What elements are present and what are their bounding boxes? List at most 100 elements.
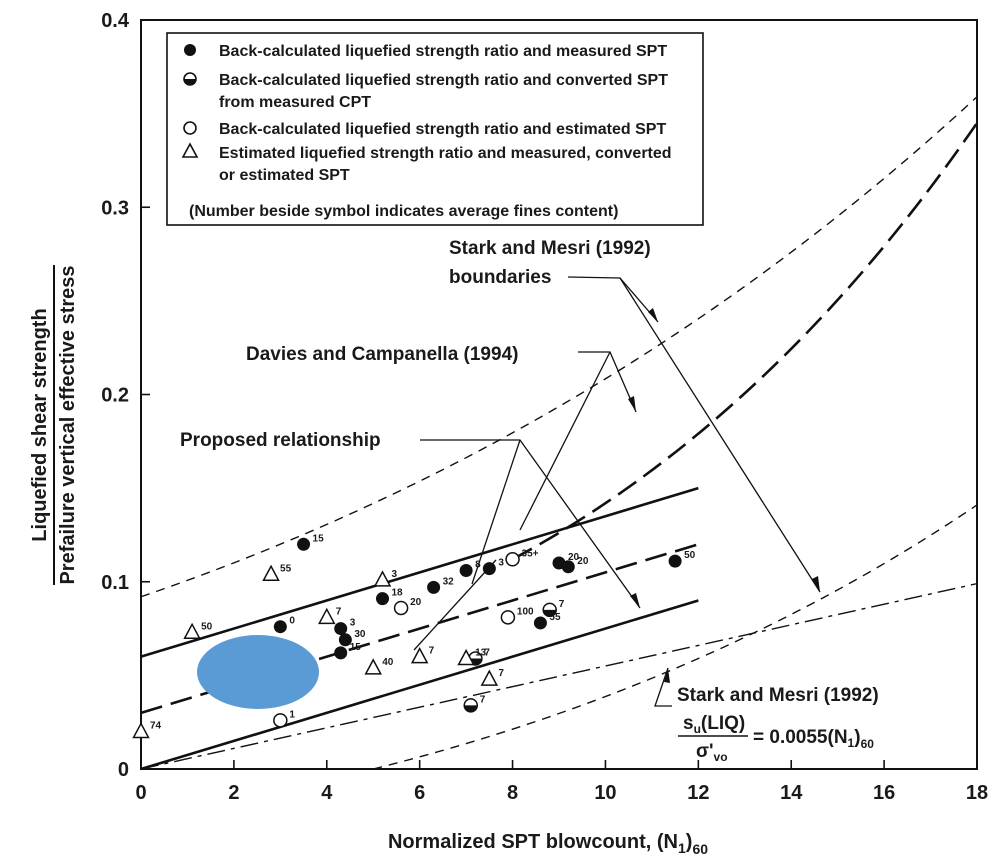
line-dash-4	[373, 504, 978, 770]
legend-marker-open	[183, 121, 197, 135]
filled-circle-label-10: 20	[577, 556, 589, 567]
x-tick-label-2: 4	[321, 782, 333, 804]
legend-marker-half	[183, 72, 197, 86]
stark-eq-rhs-sub2: 60	[861, 737, 875, 751]
triangle-label-5: 7	[429, 646, 435, 657]
filled-circle-label-6: 32	[443, 576, 455, 587]
x-tick-label-1: 2	[228, 782, 239, 804]
leader-stark-eq	[654, 667, 672, 707]
legend-note: (Number beside symbol indicates average …	[189, 203, 618, 220]
annotation-davies: Davies and Campanella (1994)	[246, 344, 518, 365]
arrow-stark-lower	[812, 576, 820, 592]
filled-circle-point-5	[376, 592, 390, 606]
annotation-stark-eq-title: Stark and Mesri (1992)	[677, 685, 879, 706]
annotations: Stark and Mesri (1992) boundaries Davies…	[180, 238, 879, 764]
legend-box	[166, 32, 704, 226]
filled-circle-point-0	[273, 620, 287, 634]
line-solid-0	[140, 486, 699, 658]
triangle-point-1	[183, 622, 201, 640]
open-circle-label-3: 1	[289, 709, 295, 720]
filled-circle-label-0: 0	[289, 616, 295, 627]
triangle-point-7	[480, 669, 499, 686]
half-circle-point-0-fill	[543, 609, 557, 617]
legend-entry-4-line-2: or estimated SPT	[219, 167, 350, 184]
y-tick-label-2: 0.2	[101, 385, 129, 407]
stark-eq-num-end: (LIQ)	[701, 713, 745, 734]
stark-eq-rhs-main: = 0.0055(N	[753, 727, 848, 748]
x-tick-label-9: 18	[966, 782, 988, 804]
legend-entry-3: Back-calculated liquefied strength ratio…	[219, 121, 666, 138]
half-circle-point-2	[463, 698, 479, 713]
x-axis-title-sub: 1	[678, 840, 686, 856]
leader-stark-upper	[567, 276, 659, 323]
x-axis-title-main: Normalized SPT blowcount, (N	[388, 831, 678, 853]
filled-circle-label-2: 3	[350, 618, 356, 629]
line-solid-2	[140, 599, 699, 771]
annotation-stark-boundaries-2: boundaries	[449, 267, 551, 288]
open-circle-label-2: 100	[517, 606, 534, 617]
stark-eq-rhs-sub: 1	[848, 736, 855, 750]
legend-entry-2-line-1: Back-calculated liquefied strength ratio…	[219, 72, 668, 89]
y-tick-label-4: 0.4	[101, 10, 130, 32]
open-circle-point-3	[273, 713, 288, 728]
leader-proposed-2	[471, 439, 521, 585]
line-long-dash-6	[511, 122, 979, 561]
triangle-label-3: 3	[392, 569, 398, 580]
x-tick-label-5: 10	[594, 782, 616, 804]
filled-circle-label-1: 15	[313, 533, 325, 544]
filled-circle-point-1	[297, 537, 311, 551]
legend-marker-filled	[184, 44, 196, 56]
annotation-proposed: Proposed relationship	[180, 430, 381, 451]
stark-eq-num-s: s	[683, 713, 694, 734]
filled-circle-point-4	[334, 646, 348, 660]
filled-circle-point-7	[459, 564, 473, 578]
legend: Back-calculated liquefied strength ratio…	[166, 32, 704, 226]
y-tick-label-1: 0.1	[101, 572, 129, 594]
stark-eq-num-sub: u	[694, 722, 701, 736]
y-axis-title-top: Liquefied shear strength	[29, 308, 51, 541]
stark-eq-den-sigma: σ'	[696, 741, 714, 762]
filled-circle-label-12: 50	[684, 550, 696, 561]
triangle-point-8	[132, 721, 150, 739]
stark-eq-rhs-end: )	[854, 727, 860, 748]
triangle-label-2: 7	[336, 606, 342, 617]
half-circle-point-0	[542, 602, 557, 618]
x-tick-label-8: 16	[873, 782, 895, 804]
open-circle-label-1: 35+	[522, 548, 539, 559]
triangle-point-5	[410, 647, 429, 664]
line-dash-3	[140, 96, 978, 598]
filled-circle-label-9: 20	[568, 552, 580, 563]
arrow-proposed	[630, 593, 640, 608]
stark-eq-denominator: σ'vo	[696, 741, 728, 764]
legend-entry-4-line-1: Estimated liquefied strength ratio and m…	[219, 145, 672, 162]
triangle-point-3	[373, 570, 392, 587]
filled-circle-point-8	[482, 562, 496, 576]
y-tick-label-3: 0.3	[101, 197, 129, 219]
arrow-stark-upper	[648, 308, 658, 322]
triangle-label-7: 7	[498, 668, 504, 679]
x-tick-label-3: 6	[414, 782, 425, 804]
half-circle-label-2: 7	[480, 694, 486, 705]
legend-entry-2-line-2: from measured CPT	[219, 94, 371, 111]
triangle-point-0	[262, 564, 280, 582]
x-tick-label-0: 0	[135, 782, 146, 804]
legend-entry-1: Back-calculated liquefied strength ratio…	[219, 43, 667, 60]
x-tick-label-4: 8	[507, 782, 518, 804]
stark-eq-numerator: su(LIQ)	[683, 713, 745, 736]
filled-circle-point-2	[334, 622, 348, 636]
stark-eq-den-sub: vo	[714, 750, 728, 764]
y-axis-title: Liquefied shear strength Prefailure vert…	[29, 265, 79, 585]
y-tick-label-0: 0	[118, 759, 129, 781]
filled-circle-point-12	[668, 554, 682, 568]
filled-circle-point-11	[533, 616, 547, 630]
triangle-point-2	[318, 607, 336, 625]
leader-davies	[578, 351, 637, 413]
triangle-point-6	[457, 648, 475, 666]
triangle-label-1: 50	[201, 621, 213, 632]
stark-eq-rhs: = 0.0055(N1)60	[753, 727, 874, 751]
arrow-davies	[628, 396, 636, 412]
open-circle-point-1	[505, 552, 520, 567]
x-axis-title-end: )	[686, 831, 693, 853]
